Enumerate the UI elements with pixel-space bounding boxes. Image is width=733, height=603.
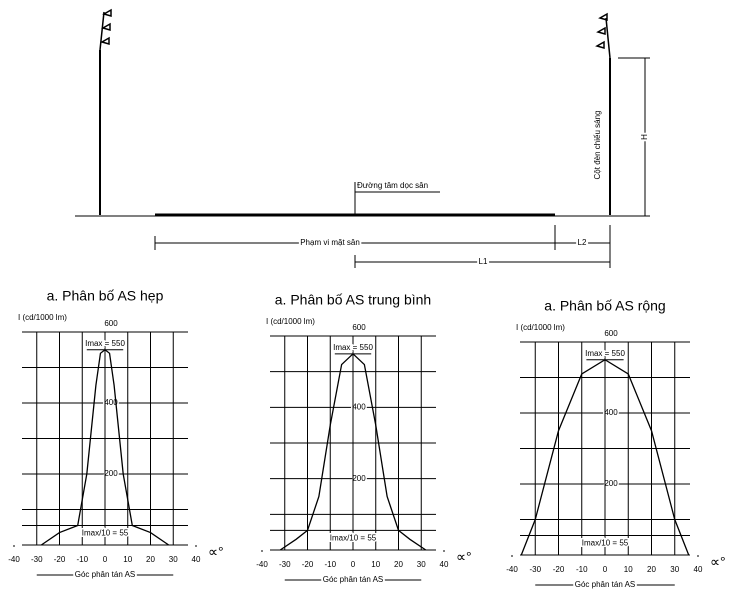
x-tick-label: 30 [417,560,426,569]
x-tick-label: -20 [302,560,314,569]
annotation: Imax = 550 [85,339,125,348]
field-extent-label: Phạm vi mặt sân [300,238,360,247]
y-tick-label: 600 [104,319,118,328]
x-tick-label: 40 [440,560,449,569]
x-tick-label: 0 [603,565,608,574]
x-tick-label: 20 [647,565,656,574]
curve [279,352,427,551]
x-axis-label: Góc phân tán AS [575,580,636,589]
chart-title: a. Phân bố AS rộng [544,298,665,314]
x-tick-label: 40 [694,565,703,574]
h-label: H [640,134,649,140]
annotation: Imax/10 = 55 [582,539,629,548]
center-label: Đường tâm dọc sân [357,181,428,190]
x-tick-label: -20 [553,565,565,574]
y-tick-label: 200 [352,474,366,483]
x-axis-label: Góc phân tán AS [75,570,136,579]
y-tick-label: 400 [352,402,366,411]
y-axis-label: I (cd/1000 lm) [516,323,565,332]
annotation: Imax/10 = 55 [82,529,129,538]
x-axis-label: Góc phân tán AS [323,575,384,584]
lamps-right [595,12,611,59]
annotation: Imax = 550 [585,349,625,358]
x-tick-label: -30 [31,555,43,564]
x-tick-label: 30 [670,565,679,574]
x-tick-label: -30 [529,565,541,574]
x-tick-label: -10 [576,565,588,574]
chart-title: a. Phân bố AS hẹp [47,288,164,304]
y-axis-label: I (cd/1000 lm) [266,317,315,326]
lamps-left [99,8,112,51]
curve [520,358,690,556]
x-tick-label: 40 [192,555,201,564]
l2-label: L2 [578,238,587,247]
x-tick-label: -40 [8,555,20,564]
x-tick-label: 10 [624,565,633,574]
x-tick-label: -20 [54,555,66,564]
y-tick-label: 200 [104,469,118,478]
y-tick-label: 600 [352,323,366,332]
l1-label: L1 [479,257,488,266]
x-tick-label: 20 [394,560,403,569]
x-tick-label: -10 [324,560,336,569]
y-tick-label: 200 [604,479,618,488]
chart-title: a. Phân bố AS trung bình [275,292,431,308]
x-tick-label: 0 [103,555,108,564]
curve [40,348,170,546]
y-axis-label: I (cd/1000 lm) [18,313,67,322]
x-tick-label: 30 [169,555,178,564]
pole-label: Cột đèn chiếu sáng [593,111,602,180]
x-tick-label: -40 [506,565,518,574]
x-tick-label: 10 [123,555,132,564]
x-tick-label: 20 [146,555,155,564]
y-tick-label: 400 [604,408,618,417]
y-tick-label: 600 [604,329,618,338]
x-tick-label: 0 [351,560,356,569]
x-tick-label: -40 [256,560,268,569]
x-unit: ∝° [456,549,472,565]
x-tick-label: -10 [76,555,88,564]
x-unit: ∝° [208,544,224,560]
x-tick-label: -30 [279,560,291,569]
x-unit: ∝° [710,554,726,570]
field-diagram: Đường tâm dọc sân Phạm vi mặt sân L2 L1 … [75,8,651,268]
x-tick-label: 10 [371,560,380,569]
annotation: Imax/10 = 55 [330,533,377,542]
annotation: Imax = 550 [333,343,373,352]
